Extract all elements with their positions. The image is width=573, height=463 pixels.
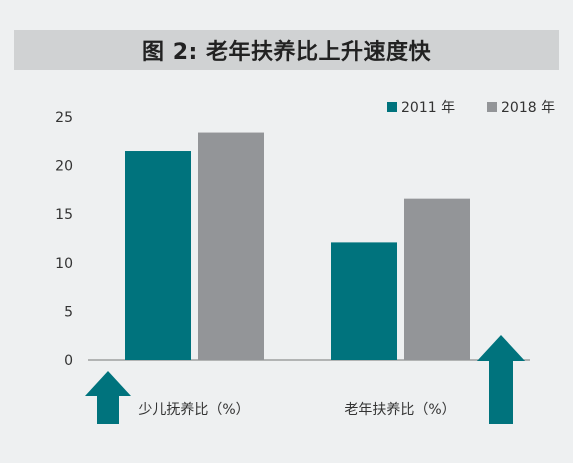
x-category-label: 少儿抚养比（%） bbox=[138, 402, 249, 418]
bars bbox=[125, 132, 470, 360]
decorative-arrows bbox=[85, 335, 525, 424]
y-tick-label: 5 bbox=[64, 304, 73, 320]
y-tick-label: 15 bbox=[55, 207, 73, 223]
legend-swatch bbox=[387, 102, 397, 112]
legend-label: 2018 年 bbox=[501, 100, 555, 116]
chart-title: 图 2: 老年扶养比上升速度快 bbox=[142, 40, 431, 65]
y-axis-ticks: 0 5 10 15 20 25 bbox=[55, 110, 73, 369]
y-tick-label: 20 bbox=[55, 159, 73, 175]
y-tick-label: 25 bbox=[55, 110, 73, 126]
x-category-label: 老年扶养比（%） bbox=[344, 402, 455, 418]
arrow-up-icon bbox=[477, 335, 525, 424]
x-axis-labels: 少儿抚养比（%） 老年扶养比（%） bbox=[138, 402, 455, 418]
bar-2018-elderly bbox=[404, 198, 470, 360]
bar-2018-child bbox=[198, 132, 264, 360]
bar-2011-elderly bbox=[331, 242, 397, 360]
legend-swatch bbox=[487, 102, 497, 112]
arrow-up-icon bbox=[85, 371, 131, 424]
title-bar: 图 2: 老年扶养比上升速度快 bbox=[14, 30, 559, 70]
bar-2011-child bbox=[125, 151, 191, 360]
y-tick-label: 0 bbox=[64, 353, 73, 369]
y-tick-label: 10 bbox=[55, 256, 73, 272]
legend: 2011 年 2018 年 bbox=[387, 100, 555, 116]
legend-label: 2011 年 bbox=[401, 100, 455, 116]
